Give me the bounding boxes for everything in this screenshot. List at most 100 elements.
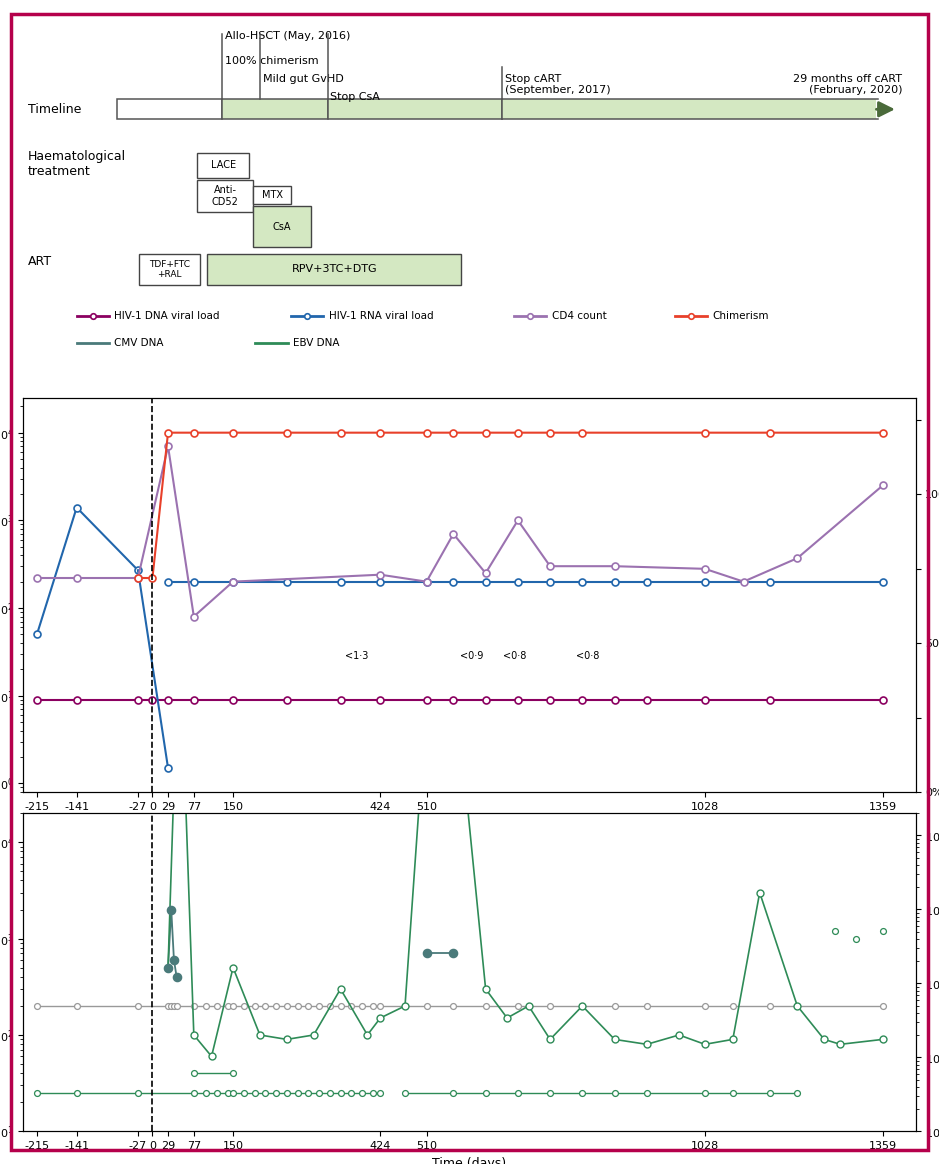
Point xyxy=(166,951,181,970)
Point xyxy=(269,1084,284,1102)
Bar xyxy=(117,99,223,120)
Text: Timeline: Timeline xyxy=(28,102,82,115)
Text: Chimerism: Chimerism xyxy=(712,311,769,321)
Point xyxy=(725,996,740,1015)
Text: Stop CsA: Stop CsA xyxy=(331,92,380,102)
Point xyxy=(790,996,805,1015)
Point xyxy=(279,996,294,1015)
Bar xyxy=(501,99,876,120)
Text: CsA: CsA xyxy=(273,221,291,232)
Point xyxy=(237,996,252,1015)
Point xyxy=(290,996,305,1015)
Point xyxy=(333,1084,348,1102)
Text: CMV DNA: CMV DNA xyxy=(115,339,164,348)
Text: HIV-1 RNA viral load: HIV-1 RNA viral load xyxy=(329,311,433,321)
Text: Mild gut GvHD: Mild gut GvHD xyxy=(263,73,344,84)
Point xyxy=(762,996,777,1015)
Point xyxy=(849,929,864,947)
Point xyxy=(698,996,713,1015)
Point xyxy=(639,1084,654,1102)
Point xyxy=(419,996,434,1015)
Point xyxy=(269,996,284,1015)
Point xyxy=(258,1084,273,1102)
Point xyxy=(365,996,380,1015)
Point xyxy=(344,996,359,1015)
Point xyxy=(29,996,44,1015)
Text: <0·8: <0·8 xyxy=(503,651,527,661)
Text: EBV DNA: EBV DNA xyxy=(293,339,339,348)
Point xyxy=(220,996,235,1015)
Point xyxy=(237,1084,252,1102)
Point xyxy=(199,1084,214,1102)
Point xyxy=(312,1084,327,1102)
Point xyxy=(312,996,327,1015)
Bar xyxy=(197,152,249,178)
Point xyxy=(300,996,316,1015)
Point xyxy=(575,996,590,1015)
Point xyxy=(225,1084,240,1102)
Text: ART: ART xyxy=(28,255,52,269)
Point xyxy=(639,996,654,1015)
Point xyxy=(247,996,262,1015)
Text: Haematological
treatment: Haematological treatment xyxy=(28,150,126,178)
Point xyxy=(258,996,273,1015)
Point xyxy=(875,996,890,1015)
Text: <0·8: <0·8 xyxy=(576,651,599,661)
Point xyxy=(543,996,558,1015)
Point xyxy=(446,1084,461,1102)
Point xyxy=(543,1084,558,1102)
Point xyxy=(163,900,178,918)
Point xyxy=(131,996,146,1015)
Point xyxy=(186,996,201,1015)
Point xyxy=(355,996,370,1015)
Point xyxy=(511,996,526,1015)
Point xyxy=(290,1084,305,1102)
Point xyxy=(322,1084,337,1102)
Point xyxy=(608,996,623,1015)
Point xyxy=(209,996,224,1015)
Point xyxy=(322,996,337,1015)
Point xyxy=(511,1084,526,1102)
Text: <0·9: <0·9 xyxy=(460,651,484,661)
Point xyxy=(163,996,178,1015)
Point xyxy=(478,1084,493,1102)
Point xyxy=(365,1084,380,1102)
Text: MTX: MTX xyxy=(262,190,283,200)
Point xyxy=(300,1084,316,1102)
Point xyxy=(344,1084,359,1102)
Bar xyxy=(139,254,200,285)
Bar xyxy=(197,180,253,212)
Point xyxy=(186,1084,201,1102)
Point xyxy=(698,1084,713,1102)
Point xyxy=(29,1084,44,1102)
Point xyxy=(397,996,412,1015)
Point xyxy=(478,996,493,1015)
Text: <1·3: <1·3 xyxy=(345,651,368,661)
Point xyxy=(279,1084,294,1102)
Point xyxy=(446,944,461,963)
Point xyxy=(131,1084,146,1102)
Point xyxy=(247,1084,262,1102)
Point xyxy=(875,922,890,941)
Point xyxy=(355,1084,370,1102)
Point xyxy=(220,1084,235,1102)
Text: Stop cART
(September, 2017): Stop cART (September, 2017) xyxy=(505,73,610,95)
Point xyxy=(397,1084,412,1102)
Point xyxy=(69,996,85,1015)
Point xyxy=(209,1084,224,1102)
Point xyxy=(225,996,240,1015)
Point xyxy=(373,1084,388,1102)
Point xyxy=(186,1064,201,1083)
Point xyxy=(169,967,184,986)
Point xyxy=(575,1084,590,1102)
Point xyxy=(161,996,176,1015)
Point xyxy=(373,996,388,1015)
Point xyxy=(69,1084,85,1102)
Text: Anti-
CD52: Anti- CD52 xyxy=(211,185,239,207)
X-axis label: Time (days): Time (days) xyxy=(433,1157,506,1164)
Point xyxy=(790,1084,805,1102)
Point xyxy=(199,996,214,1015)
Point xyxy=(827,922,842,941)
Bar xyxy=(253,186,291,204)
Point xyxy=(161,958,176,977)
